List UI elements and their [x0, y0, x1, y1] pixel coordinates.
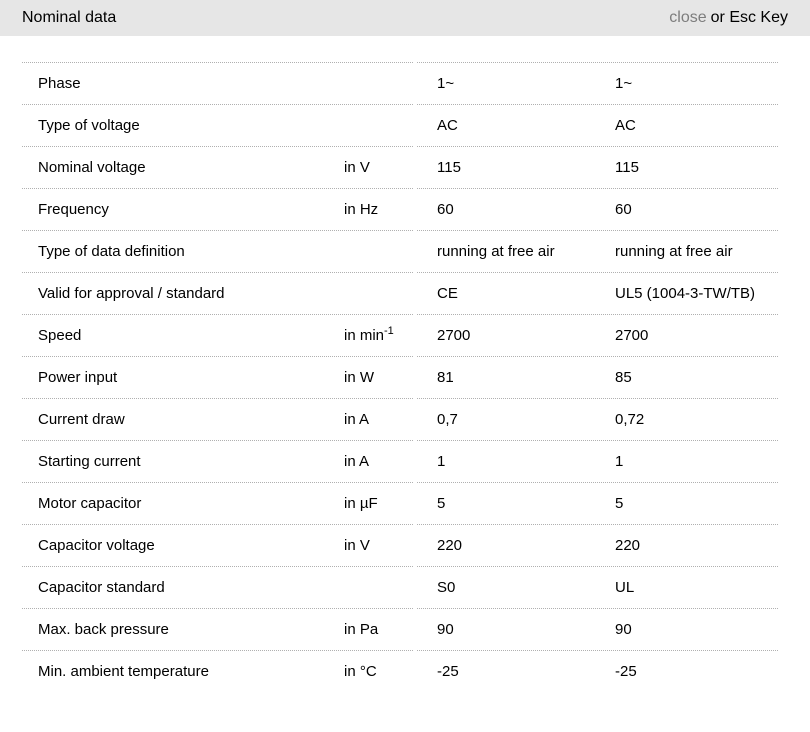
spec-value-row: 81 85 — [417, 356, 778, 398]
spec-value-2: 0,72 — [615, 411, 645, 428]
spec-label: Speed — [38, 327, 82, 344]
spec-value-2: 1~ — [615, 75, 633, 92]
spec-value-2: 115 — [615, 159, 639, 176]
spec-value-2: UL5 (1004-3-TW/TB) — [615, 285, 756, 302]
spec-value-row: 5 5 — [417, 482, 778, 524]
spec-label: Max. back pressure — [38, 621, 169, 638]
spec-label-row: Speed in min-1 — [22, 314, 413, 356]
spec-label: Starting current — [38, 453, 141, 470]
spec-label: Capacitor standard — [38, 579, 165, 596]
spec-unit: in Hz — [344, 201, 379, 218]
spec-label: Current draw — [38, 411, 125, 428]
unit-superscript: -1 — [384, 325, 394, 337]
spec-unit: in A — [344, 453, 370, 470]
spec-value-2: 1 — [615, 453, 624, 470]
spec-unit: in V — [344, 537, 370, 554]
spec-value-2: 90 — [615, 621, 632, 638]
spec-label: Capacitor voltage — [38, 537, 155, 554]
spec-value-1: 5 — [437, 495, 446, 512]
dialog-title: Nominal data — [22, 9, 117, 26]
spec-value-1: 220 — [437, 537, 463, 554]
spec-label: Type of data definition — [38, 243, 185, 260]
spec-value-row: 220 220 — [417, 524, 778, 566]
spec-value-row: 115 115 — [417, 146, 778, 188]
spec-value-row: 90 90 — [417, 608, 778, 650]
dialog-close-area: close or Esc Key — [669, 9, 788, 27]
spec-label-row: Current draw in A — [22, 398, 413, 440]
spec-unit: in W — [344, 369, 374, 386]
spec-label-row: Valid for approval / standard — [22, 272, 413, 314]
spec-label: Frequency — [38, 201, 109, 218]
spec-unit: in Pa — [344, 621, 379, 638]
spec-value-row: -25 -25 — [417, 650, 778, 692]
spec-value-row: CE UL5 (1004-3-TW/TB) — [417, 272, 778, 314]
spec-value-1: 115 — [437, 159, 461, 176]
spec-value-2: AC — [615, 117, 636, 134]
spec-label: Min. ambient temperature — [38, 663, 209, 680]
spec-value-1: 60 — [437, 201, 454, 218]
spec-label: Nominal voltage — [38, 159, 146, 176]
spec-value-1: 90 — [437, 621, 454, 638]
spec-value-2: 85 — [615, 369, 632, 386]
spec-unit: in °C — [344, 663, 377, 680]
dialog-header: Nominal data close or Esc Key — [0, 0, 810, 36]
spec-value-row: 0,7 0,72 — [417, 398, 778, 440]
spec-label: Type of voltage — [38, 117, 140, 134]
spec-label-row: Type of voltage — [22, 104, 413, 146]
spec-value-row: 60 60 — [417, 188, 778, 230]
spec-value-2: UL — [615, 579, 635, 596]
spec-value-1: 0,7 — [437, 411, 458, 428]
spec-value-2: -25 — [615, 663, 637, 680]
spec-label-row: Phase — [22, 62, 413, 104]
spec-value-1: -25 — [437, 663, 459, 680]
spec-value-row: running at free air running at free air — [417, 230, 778, 272]
spec-value-1: 1~ — [437, 75, 455, 92]
spec-label-row: Starting current in A — [22, 440, 413, 482]
spec-label-row: Frequency in Hz — [22, 188, 413, 230]
spec-value-row: 1 1 — [417, 440, 778, 482]
close-link[interactable]: close — [669, 9, 707, 26]
esc-key-hint: or Esc Key — [710, 9, 788, 26]
spec-unit: in min-1 — [344, 325, 394, 345]
spec-label-row: Type of data definition — [22, 230, 413, 272]
spec-label-row: Nominal voltage in V — [22, 146, 413, 188]
spec-value-row: S0 UL — [417, 566, 778, 608]
spec-label: Valid for approval / standard — [38, 285, 225, 302]
spec-value-row: 2700 2700 — [417, 314, 778, 356]
spec-label-row: Power input in W — [22, 356, 413, 398]
spec-value-row: 1~ 1~ — [417, 62, 778, 104]
spec-value-1: S0 — [437, 579, 456, 596]
spec-label-row: Capacitor standard — [22, 566, 413, 608]
spec-value-2: 220 — [615, 537, 641, 554]
spec-value-2: 5 — [615, 495, 624, 512]
spec-unit: in A — [344, 411, 370, 428]
labels-column-group: Phase Type of voltage Nominal voltage in… — [22, 62, 413, 692]
spec-value-1: 81 — [437, 369, 454, 386]
values-column-group: 1~ 1~ AC AC 115 115 60 60 running at fre… — [417, 62, 778, 692]
spec-value-2: running at free air — [615, 243, 733, 260]
spec-label-row: Max. back pressure in Pa — [22, 608, 413, 650]
spec-value-1: 2700 — [437, 327, 471, 344]
spec-value-1: running at free air — [437, 243, 555, 260]
spec-value-1: AC — [437, 117, 458, 134]
spec-label: Phase — [38, 75, 81, 92]
spec-value-2: 2700 — [615, 327, 649, 344]
spec-value-2: 60 — [615, 201, 632, 218]
spec-label-row: Min. ambient temperature in °C — [22, 650, 413, 692]
spec-unit: in V — [344, 159, 370, 176]
spec-label: Power input — [38, 369, 118, 386]
spec-unit: in µF — [344, 495, 378, 512]
spec-label-row: Capacitor voltage in V — [22, 524, 413, 566]
nominal-data-table: Phase Type of voltage Nominal voltage in… — [22, 62, 800, 692]
spec-label-row: Motor capacitor in µF — [22, 482, 413, 524]
spec-value-1: CE — [437, 285, 458, 302]
spec-value-1: 1 — [437, 453, 446, 470]
spec-value-row: AC AC — [417, 104, 778, 146]
spec-label: Motor capacitor — [38, 495, 142, 512]
